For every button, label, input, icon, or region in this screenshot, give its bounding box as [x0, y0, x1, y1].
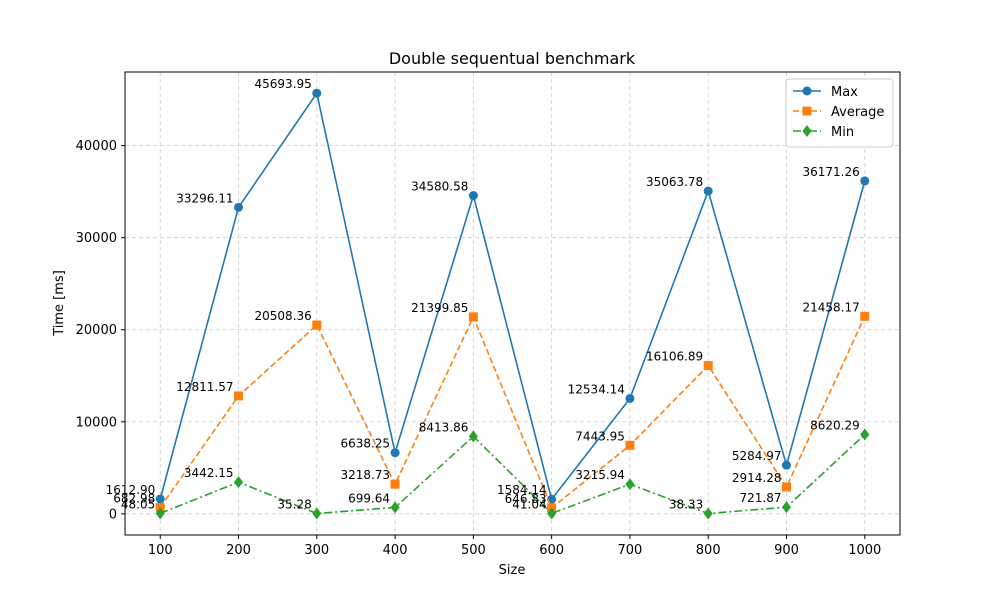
data-point-average: [781, 482, 791, 492]
y-tick-label: 30000: [76, 231, 117, 246]
x-tick-label: 700: [618, 543, 643, 558]
series-line-max: [159, 91, 866, 502]
data-label-max: 45693.95: [255, 77, 312, 91]
x-tick-label: 100: [148, 543, 173, 558]
grid-lines: [125, 72, 900, 535]
data-label-average: 646.83: [505, 492, 547, 506]
data-label-average: 3218.73: [340, 468, 390, 482]
data-point-average: [312, 320, 322, 330]
data-label-min: 721.87: [739, 491, 781, 505]
data-label-average: 12811.57: [176, 380, 233, 394]
data-label-average: 21399.85: [411, 301, 468, 315]
data-point-max: [860, 176, 870, 186]
data-label-max: 36171.26: [803, 165, 860, 179]
chart-title: Double sequentual benchmark: [389, 49, 636, 68]
data-point-max: [703, 186, 713, 196]
data-label-average: 16106.89: [646, 350, 703, 364]
data-point-max: [390, 448, 400, 458]
data-point-min: [547, 507, 557, 520]
series-line-average: [159, 314, 866, 510]
x-axis-ticks: 100 200 300 400 500 600 700 800 900 1000: [148, 535, 881, 558]
data-label-max: 33296.11: [176, 191, 233, 205]
data-point-max: [234, 202, 244, 212]
data-label-max: 35063.78: [646, 175, 703, 189]
data-labels: 1612.90 33296.11 45693.95 6638.25 34580.58 15…: [106, 77, 860, 511]
data-point-max: [781, 460, 791, 470]
plot-area-frame: [124, 71, 901, 536]
data-label-max: 34580.58: [411, 180, 468, 194]
legend-label-average: Average: [831, 105, 884, 120]
x-tick-label: 1000: [848, 543, 881, 558]
y-tick-label: 20000: [76, 323, 117, 338]
data-point-min: [625, 478, 635, 491]
legend: Max Average Min: [785, 78, 894, 148]
x-tick-label: 800: [696, 543, 721, 558]
data-label-max: 1584.14: [497, 483, 547, 497]
data-point-max: [468, 191, 478, 201]
data-point-min: [781, 501, 791, 514]
data-point-average: [234, 391, 244, 401]
x-tick-label: 500: [461, 543, 486, 558]
data-label-average: 21458.17: [803, 300, 860, 314]
data-label-max: 5284.97: [732, 449, 782, 463]
data-point-max: [312, 88, 322, 98]
data-point-min: [234, 476, 244, 489]
data-label-max: 12534.14: [568, 382, 625, 396]
legend-marker-average: [802, 106, 812, 116]
data-point-min: [860, 428, 870, 441]
series-layer: [155, 88, 870, 520]
data-point-min: [703, 507, 713, 520]
data-label-max: 6638.25: [340, 437, 390, 451]
legend-marker-max: [802, 86, 812, 96]
legend-label-min: Min: [831, 125, 854, 140]
y-axis-label: Time [ms]: [52, 270, 67, 337]
x-tick-label: 400: [383, 543, 408, 558]
data-point-min: [312, 507, 322, 520]
data-point-min: [390, 501, 400, 514]
legend-marker-min: [802, 125, 812, 137]
x-axis-label: Size: [499, 563, 526, 578]
data-point-average: [703, 361, 713, 371]
data-point-average: [468, 312, 478, 322]
legend-box: [785, 78, 894, 148]
y-tick-label: 10000: [76, 415, 117, 430]
x-tick-label: 600: [539, 543, 564, 558]
data-point-max: [625, 393, 635, 403]
data-point-max: [155, 494, 165, 504]
data-label-average: 682.98: [113, 492, 155, 506]
x-tick-label: 900: [774, 543, 799, 558]
data-point-average: [860, 311, 870, 321]
data-label-min: 699.64: [348, 491, 390, 505]
data-label-max: 1612.90: [106, 483, 156, 497]
data-label-min: 3215.94: [575, 468, 625, 482]
series-line-min: [159, 433, 866, 515]
data-label-min: 3442.15: [184, 466, 234, 480]
x-tick-label: 200: [226, 543, 251, 558]
data-label-min: 41.04: [512, 497, 546, 511]
data-point-min: [155, 507, 165, 520]
y-axis-ticks: 0 10000 20000 30000 40000: [76, 139, 125, 522]
data-label-min: 48.05: [121, 497, 155, 511]
y-tick-label: 0: [109, 507, 117, 522]
x-tick-label: 300: [304, 543, 329, 558]
data-label-average: 2914.28: [732, 471, 782, 485]
data-point-average: [390, 479, 400, 489]
data-label-average: 7443.95: [575, 429, 625, 443]
data-label-min: 8413.86: [419, 420, 469, 434]
data-label-min: 35.28: [277, 498, 311, 512]
data-label-min: 8620.29: [810, 418, 860, 432]
legend-label-max: Max: [831, 85, 858, 100]
data-label-average: 20508.36: [255, 309, 312, 323]
y-tick-label: 40000: [76, 139, 117, 154]
data-point-min: [468, 430, 478, 443]
data-label-min: 38.33: [669, 497, 703, 511]
data-point-average: [625, 440, 635, 450]
